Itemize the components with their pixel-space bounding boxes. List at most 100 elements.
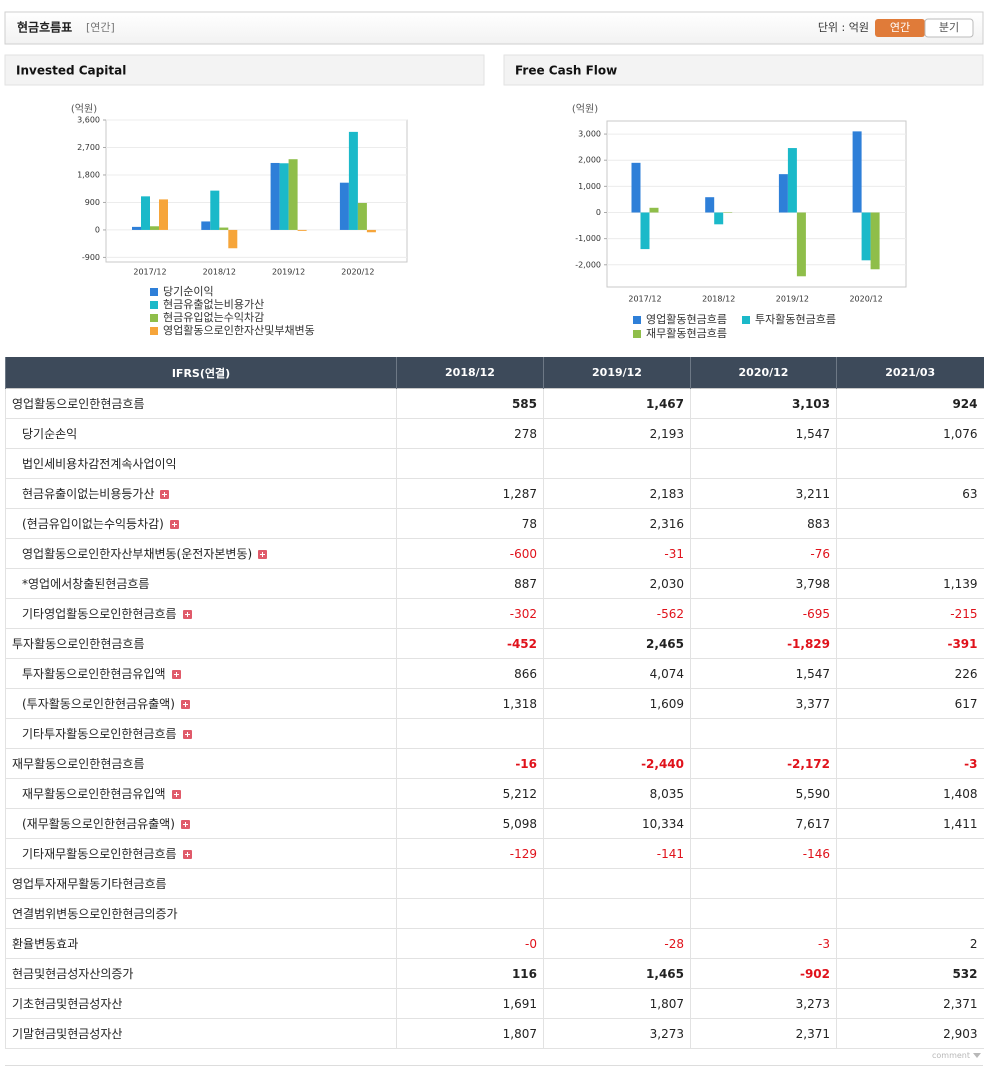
value-cell bbox=[836, 868, 984, 899]
tab-quarter[interactable] bbox=[924, 18, 974, 38]
expand-button[interactable] bbox=[180, 700, 190, 709]
x-tick-label: 2017/12 bbox=[628, 295, 661, 304]
row-label: 법인세비용차감전계속사업이익 bbox=[22, 457, 177, 471]
table-row: 현금유출이없는비용등가산 1,287 2,183 3,211 63 bbox=[5, 478, 984, 509]
table-row: 법인세비용차감전계속사업이익 bbox=[5, 448, 984, 479]
table-row: 투자활동으로인한현금흐름 -452 2,465 -1,829 -391 bbox=[5, 628, 984, 659]
expand-button[interactable] bbox=[182, 730, 192, 739]
y-axis-label: (억원) bbox=[572, 103, 598, 115]
value-cell bbox=[836, 538, 984, 569]
tab-annual[interactable] bbox=[875, 19, 925, 37]
expand-button[interactable] bbox=[171, 790, 181, 799]
bar bbox=[640, 212, 650, 250]
row-label-cell: 법인세비용차감전계속사업이익 bbox=[5, 448, 397, 479]
value-cell bbox=[836, 838, 984, 869]
row-label: 영업투자재무활동기타현금흐름 bbox=[12, 877, 167, 891]
expand-button[interactable] bbox=[180, 820, 190, 829]
legend-label: 현금유입없는수익차감 bbox=[163, 311, 264, 324]
value-cell: -2,440 bbox=[543, 748, 691, 779]
bar bbox=[796, 212, 806, 277]
value-cell bbox=[543, 868, 691, 899]
value-cell: -562 bbox=[543, 598, 691, 629]
value-cell: 866 bbox=[396, 658, 544, 689]
bar bbox=[279, 163, 289, 230]
row-label-cell: *영업에서창출된현금흐름 bbox=[5, 568, 397, 599]
value-cell: 3,103 bbox=[690, 388, 837, 419]
y-tick-label: 1,000 bbox=[578, 182, 601, 191]
row-label-cell: (투자활동으로인한현금유출액) bbox=[5, 688, 397, 719]
row-label-cell: 기타재무활동으로인한현금흐름 bbox=[5, 838, 397, 869]
bar bbox=[150, 226, 159, 230]
value-cell: -215 bbox=[836, 598, 984, 629]
y-axis-label: (억원) bbox=[71, 103, 97, 115]
bar bbox=[297, 229, 307, 231]
bar bbox=[714, 212, 724, 225]
table-body: 영업활동으로인한현금흐름 585 1,467 3,103 924 당기순손익 278 2,19… bbox=[5, 388, 984, 1049]
tab-annual-label[interactable]: 연간 bbox=[890, 21, 910, 34]
comment-toggle[interactable]: comment bbox=[932, 1051, 981, 1060]
footer-line bbox=[5, 1065, 983, 1066]
row-label: 당기순손익 bbox=[22, 427, 78, 441]
value-cell bbox=[690, 448, 837, 479]
column-header: 2020/12 bbox=[690, 357, 837, 389]
value-cell: -129 bbox=[396, 838, 544, 869]
bar bbox=[288, 159, 298, 230]
chart-panel-title-bar bbox=[503, 54, 984, 86]
value-cell: 532 bbox=[836, 958, 984, 989]
expand-button[interactable] bbox=[171, 670, 181, 679]
value-cell: -31 bbox=[543, 538, 691, 569]
bar bbox=[778, 174, 788, 213]
expand-button[interactable] bbox=[169, 520, 179, 529]
value-cell: 1,465 bbox=[543, 958, 691, 989]
value-cell bbox=[836, 898, 984, 929]
legend-swatch bbox=[150, 301, 158, 309]
value-cell: 4,074 bbox=[543, 658, 691, 689]
bar bbox=[357, 202, 367, 230]
x-tick-label: 2018/12 bbox=[203, 268, 236, 277]
expand-button[interactable] bbox=[160, 490, 170, 499]
value-cell: 1,139 bbox=[836, 568, 984, 599]
row-label: 기타투자활동으로인한현금흐름 bbox=[22, 727, 177, 741]
value-cell: 5,590 bbox=[690, 778, 837, 809]
bar bbox=[348, 131, 358, 230]
row-label: 환율변동효과 bbox=[12, 937, 79, 951]
bar bbox=[852, 131, 862, 213]
row-label: (투자활동으로인한현금유출액) bbox=[22, 697, 175, 711]
expand-button[interactable] bbox=[258, 550, 268, 559]
value-cell bbox=[543, 898, 691, 929]
row-label: 연결범위변동으로인한현금의증가 bbox=[12, 907, 178, 921]
expand-button[interactable] bbox=[182, 850, 192, 859]
bar bbox=[870, 212, 880, 270]
value-cell bbox=[836, 448, 984, 479]
row-label: 기타영업활동으로인한현금흐름 bbox=[22, 607, 177, 621]
table-row: 기초현금및현금성자산 1,691 1,807 3,273 2,371 bbox=[5, 988, 984, 1019]
value-cell: -16 bbox=[396, 748, 544, 779]
value-cell: 585 bbox=[396, 388, 544, 419]
expand-button[interactable] bbox=[182, 610, 192, 619]
table-row: 환율변동효과 -0 -28 -3 2 bbox=[5, 928, 984, 959]
value-cell: 1,609 bbox=[543, 688, 691, 719]
value-cell: -3 bbox=[836, 748, 984, 779]
value-cell bbox=[836, 718, 984, 749]
table-row: *영업에서창출된현금흐름 887 2,030 3,798 1,139 bbox=[5, 568, 984, 599]
row-label-cell: 환율변동효과 bbox=[5, 928, 397, 959]
row-label-cell: 기타영업활동으로인한현금흐름 bbox=[5, 598, 397, 629]
row-label-cell: 기말현금및현금성자산 bbox=[5, 1018, 397, 1049]
value-cell: 2,183 bbox=[543, 478, 691, 509]
column-header: IFRS(연결) bbox=[5, 357, 397, 389]
bar bbox=[219, 227, 229, 230]
x-tick-label: 2017/12 bbox=[133, 268, 166, 277]
period: [연간] bbox=[86, 21, 115, 34]
cash-flow-table: IFRS(연결) 2018/12 2019/12 2020/12 2021/03 영업활동… bbox=[5, 357, 984, 1049]
y-tick-label: 3,600 bbox=[77, 116, 100, 125]
header-row: IFRS(연결) 2018/12 2019/12 2020/12 2021/03 bbox=[5, 357, 984, 389]
value-cell: 1,408 bbox=[836, 778, 984, 809]
tab-quarter-label[interactable]: 분기 bbox=[939, 21, 959, 34]
legend-swatch bbox=[742, 316, 750, 324]
chart-panel-title-bar bbox=[4, 54, 485, 86]
table-row: 기말현금및현금성자산 1,807 3,273 2,371 2,903 bbox=[5, 1018, 984, 1049]
legend-swatch bbox=[150, 314, 158, 322]
value-cell: -141 bbox=[543, 838, 691, 869]
